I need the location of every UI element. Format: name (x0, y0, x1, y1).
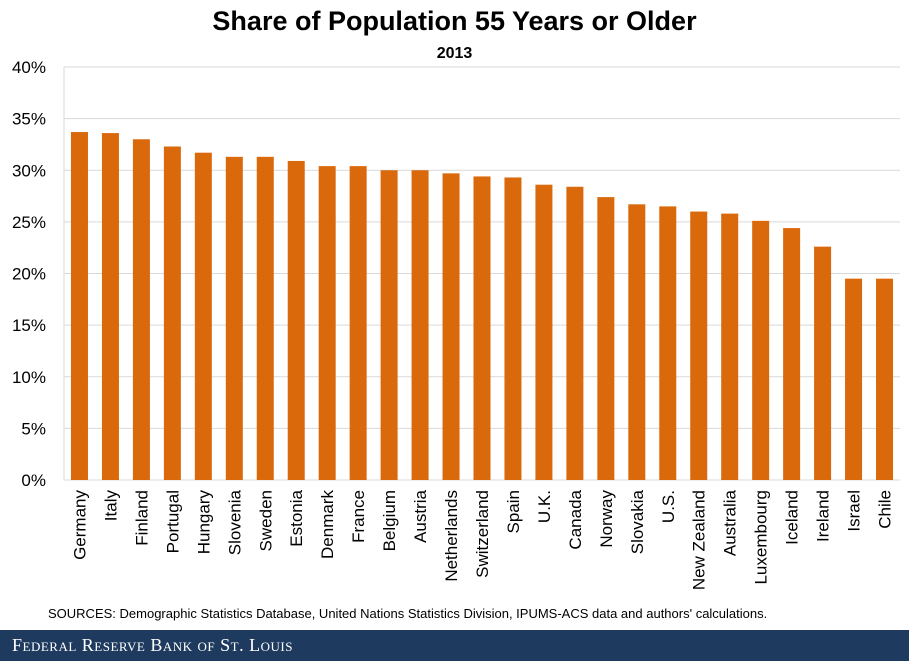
x-tick-label: U.K. (535, 490, 554, 523)
y-tick-label: 0% (21, 471, 46, 490)
x-tick-label: Spain (504, 490, 523, 533)
x-tick-label: France (349, 490, 368, 543)
bar-chart: 0% 5% 10% 15% 20% 25% 30% 35% 40% Germany Italy Fin… (12, 58, 900, 590)
y-tick-label: 20% (12, 265, 46, 284)
x-tick-label: Ireland (814, 490, 833, 542)
footer-bar: Federal Reserve Bank of St. Louis (0, 630, 909, 661)
x-tick-label: Slovakia (628, 489, 647, 554)
y-tick-label: 10% (12, 368, 46, 387)
y-tick-label: 15% (12, 316, 46, 335)
x-tick-label: Switzerland (473, 490, 492, 578)
x-tick-label: Hungary (194, 490, 213, 555)
bar-france (349, 166, 367, 480)
bar-ireland (814, 246, 832, 480)
x-tick-label: Canada (566, 489, 585, 549)
x-tick-label: Germany (70, 490, 89, 560)
bar-germany (70, 132, 88, 481)
bar-slovakia (628, 204, 646, 480)
y-tick-label: 5% (21, 419, 46, 438)
x-tick-label: Norway (597, 490, 616, 548)
x-tick-label: Iceland (783, 490, 802, 545)
bar-chile (876, 278, 894, 480)
bar-sweden (256, 156, 274, 480)
x-tick-label: New Zealand (690, 490, 709, 590)
y-tick-label: 30% (12, 161, 46, 180)
bar-u-s- (659, 206, 677, 480)
bar-luxembourg (752, 220, 770, 480)
x-tick-label: Italy (101, 490, 120, 522)
x-tick-label: Australia (721, 489, 740, 556)
x-tick-label: Sweden (256, 490, 275, 551)
bar-denmark (318, 166, 336, 480)
y-tick-label: 40% (12, 58, 46, 77)
x-tick-label: Israel (845, 490, 864, 532)
bar-netherlands (442, 173, 460, 480)
y-tick-label: 35% (12, 110, 46, 129)
x-tick-label: Portugal (163, 490, 182, 553)
bar-switzerland (473, 176, 491, 480)
footer-brand-logo: Federal Reserve Bank of St. Louis (12, 635, 293, 655)
bar-slovenia (225, 156, 243, 480)
source-note: SOURCES: Demographic Statistics Database… (48, 606, 768, 621)
bar-u-k- (535, 184, 553, 480)
bar-norway (597, 197, 615, 480)
bar-estonia (287, 160, 305, 480)
bar-spain (504, 177, 522, 481)
bar-australia (721, 213, 739, 481)
chart-title: Share of Population 55 Years or Older (212, 6, 697, 36)
y-tick-label: 25% (12, 213, 46, 232)
bar-canada (566, 186, 584, 480)
bar-belgium (380, 170, 398, 480)
x-tick-label: Netherlands (442, 490, 461, 582)
bar-italy (101, 133, 119, 480)
x-tick-label: Estonia (287, 489, 306, 546)
chart-subtitle: 2013 (436, 45, 473, 62)
bar-finland (132, 139, 150, 480)
x-tick-label: Slovenia (225, 489, 244, 555)
bar-israel (845, 278, 863, 480)
bar-portugal (163, 146, 181, 480)
x-tick-label: Denmark (318, 490, 337, 559)
x-tick-label: Luxembourg (752, 490, 771, 585)
bar-austria (411, 170, 429, 480)
x-tick-label: Chile (876, 490, 895, 529)
bar-hungary (194, 152, 212, 480)
x-tick-label: U.S. (659, 490, 678, 523)
bar-new-zealand (690, 211, 708, 481)
x-tick-label: Finland (132, 490, 151, 546)
x-tick-label: Belgium (380, 490, 399, 551)
x-tick-label: Austria (411, 489, 430, 542)
bar-iceland (783, 228, 801, 480)
